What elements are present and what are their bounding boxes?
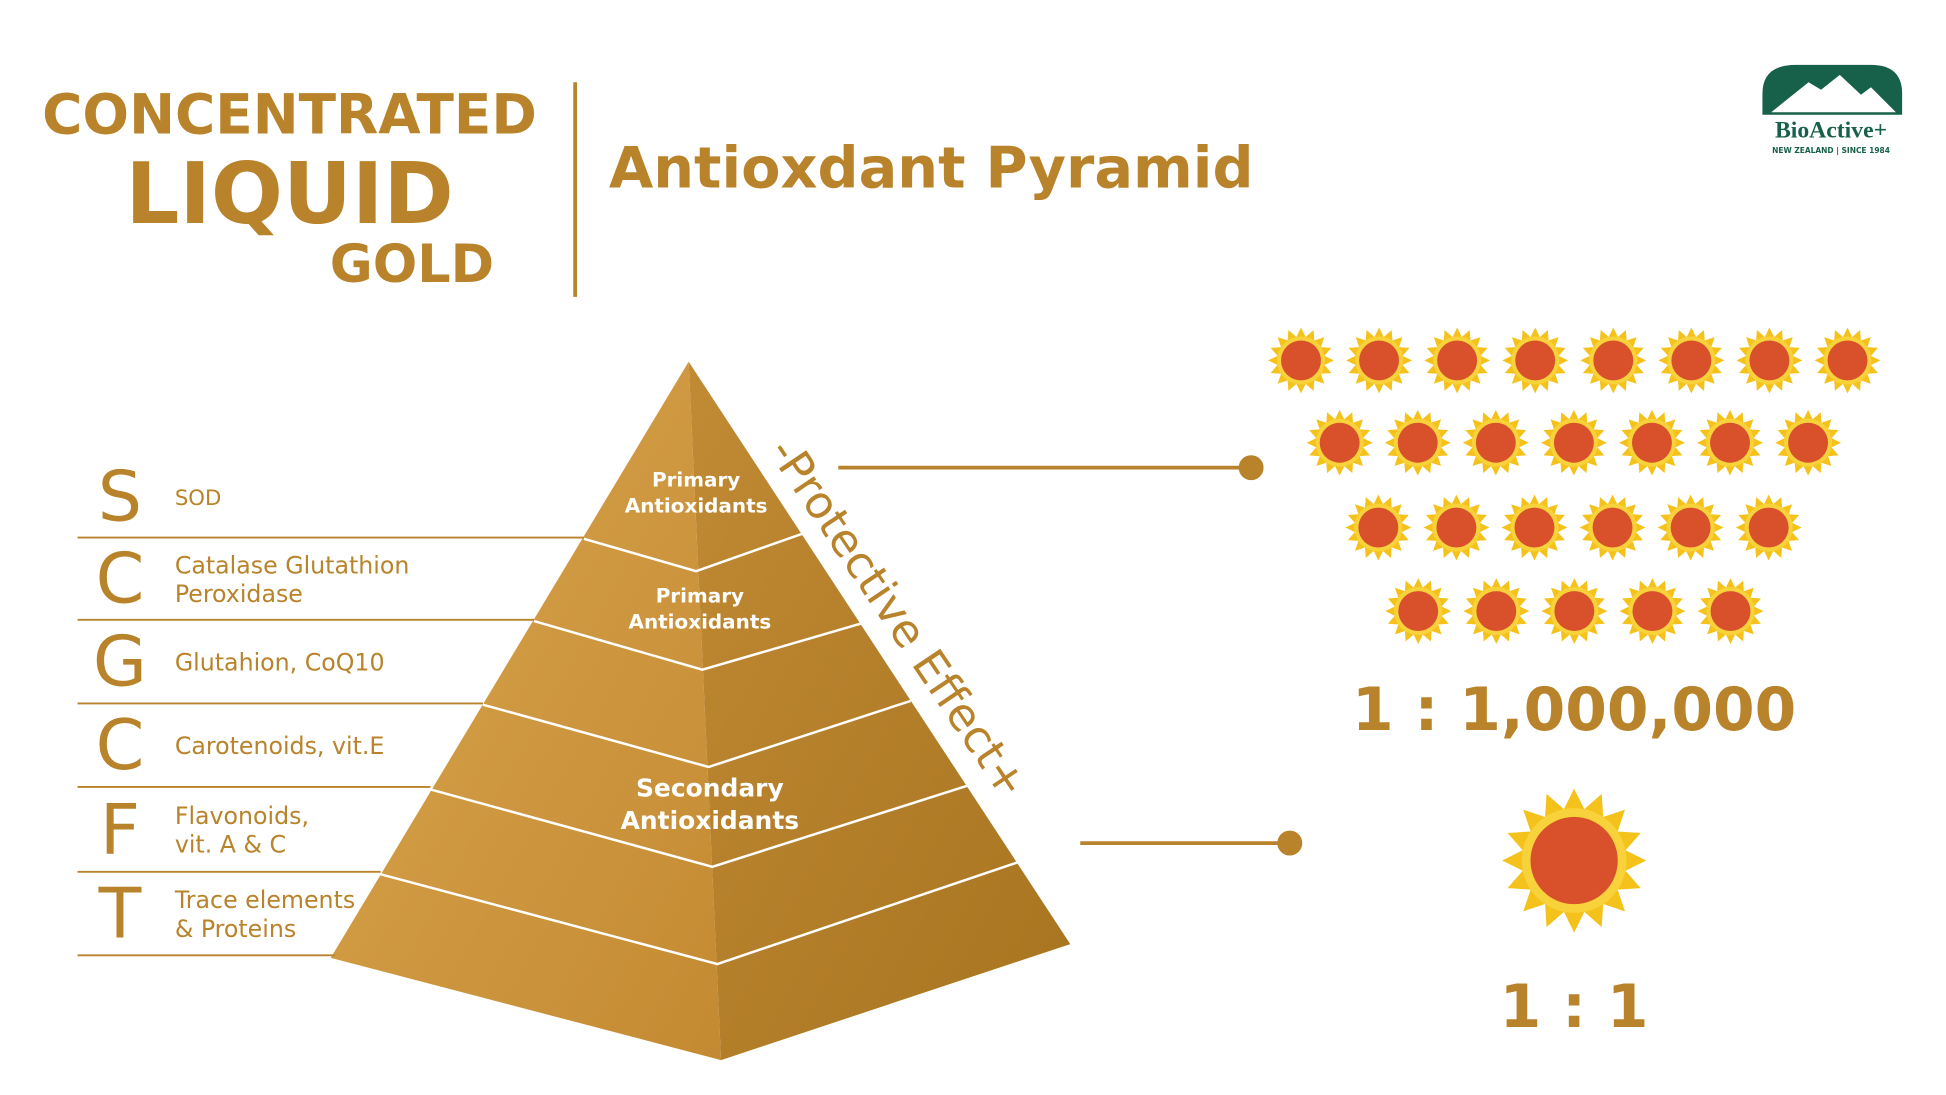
sun-core — [1397, 422, 1438, 463]
sun-core — [1554, 591, 1595, 632]
row-text: Trace elements — [174, 886, 355, 914]
band-line — [380, 859, 1024, 966]
logo: BioActive+ NEW ZEALAND | SINCE 1984 — [1762, 64, 1903, 156]
ratio: 1 : 1,000,000 — [1352, 675, 1796, 745]
sun-core — [1476, 591, 1517, 632]
pyramid-label: Antioxidants — [629, 609, 772, 633]
sun — [1736, 327, 1803, 394]
sun-core — [1515, 340, 1556, 381]
page-title: Antioxdant Pyramid — [609, 135, 1254, 202]
sun-core — [1319, 422, 1360, 463]
row-text: Peroxidase — [175, 580, 303, 608]
sun — [1657, 494, 1724, 561]
pyramid-left-face — [330, 361, 722, 1061]
sun-core — [1710, 422, 1750, 463]
sun-core — [1475, 422, 1516, 463]
logo-tagline: NEW ZEALAND | SINCE 1984 — [1772, 146, 1890, 156]
sun-core — [1827, 340, 1868, 381]
pyramid-label: Primary — [652, 467, 740, 491]
sun-core — [1358, 507, 1399, 548]
connector-dot — [1277, 830, 1303, 856]
row-letter: F — [100, 789, 140, 870]
row-letter: G — [93, 622, 147, 703]
row-text: & Proteins — [175, 915, 296, 943]
sun-core — [1788, 422, 1829, 463]
logo-name: BioActive+ — [1775, 118, 1887, 144]
sun-core — [1671, 340, 1712, 381]
row-text: Glutahion, CoQ10 — [175, 649, 385, 677]
sun-core — [1437, 340, 1478, 381]
sun — [1462, 409, 1529, 476]
sun-core — [1359, 340, 1400, 381]
brand-line: LIQUID — [125, 144, 453, 243]
brand-line: GOLD — [330, 234, 494, 295]
sun — [1268, 327, 1334, 394]
sun — [1306, 409, 1373, 476]
sun — [1424, 327, 1491, 394]
sun — [1540, 409, 1607, 476]
sun-core — [1436, 507, 1477, 548]
sun — [1423, 494, 1490, 561]
sun — [1697, 409, 1763, 476]
sun-core — [1710, 591, 1751, 632]
row-text: Flavonoids, — [175, 802, 309, 830]
brand-line: CONCENTRATED — [42, 83, 537, 147]
sun — [1346, 327, 1412, 394]
sun — [1502, 327, 1569, 394]
ratio: 1 : 1 — [1500, 972, 1649, 1042]
sun — [1619, 578, 1686, 645]
sun-core — [1632, 591, 1673, 632]
pyramid: PrimaryAntioxidantsPrimaryAntioxidantsSe… — [330, 361, 1071, 1061]
sun-core — [1281, 340, 1321, 381]
sun-core — [1514, 507, 1555, 548]
row-text: SOD — [175, 485, 221, 510]
sun-core — [1398, 591, 1439, 632]
row-text: Catalase Glutathion — [175, 551, 410, 579]
sun — [1580, 327, 1647, 394]
sun — [1619, 409, 1685, 476]
band-line — [430, 780, 980, 869]
pyramid-label: Antioxidants — [625, 493, 768, 517]
connector-dot — [1238, 455, 1264, 481]
sun — [1697, 578, 1764, 645]
sun — [1814, 327, 1881, 394]
sun-core — [1749, 340, 1790, 381]
row-letter: S — [98, 456, 142, 537]
sun-core — [1592, 507, 1633, 548]
logo-mountain — [1771, 74, 1896, 113]
row-letter: T — [98, 874, 142, 955]
sun-core — [1670, 507, 1711, 548]
band-line — [583, 532, 803, 573]
sun-core — [1593, 340, 1634, 381]
sun-core — [1530, 816, 1618, 905]
sun — [1385, 578, 1452, 645]
sun — [1502, 788, 1647, 933]
sun-core — [1553, 422, 1594, 463]
sun — [1658, 327, 1725, 394]
sun — [1463, 578, 1530, 645]
sun — [1384, 409, 1451, 476]
sun-core — [1631, 422, 1672, 463]
sun — [1735, 494, 1802, 561]
sun — [1345, 494, 1412, 561]
band-line — [533, 619, 870, 672]
row-text: vit. A & C — [175, 831, 286, 859]
pyramid-label: Secondary — [636, 773, 784, 802]
sun — [1775, 409, 1842, 476]
pyramid-label: Primary — [656, 583, 744, 607]
row-letter: C — [96, 705, 145, 786]
row-letter: C — [96, 539, 145, 620]
sun — [1501, 494, 1568, 561]
pyramid-label: Antioxidants — [621, 806, 799, 835]
sun — [1579, 494, 1646, 561]
row-text: Carotenoids, vit.E — [175, 732, 385, 760]
band-line — [482, 699, 912, 769]
sun — [1541, 578, 1608, 645]
sun-core — [1748, 507, 1789, 548]
